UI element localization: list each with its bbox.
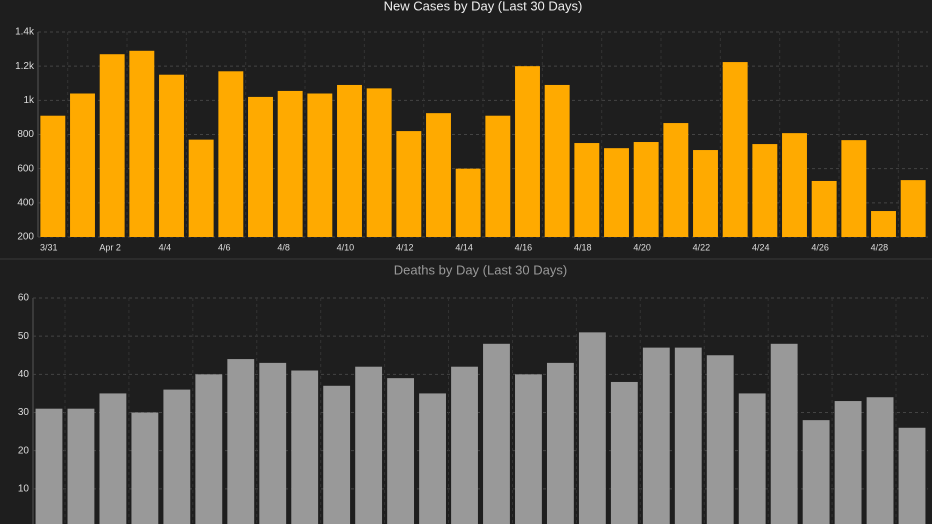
bar [752,144,778,237]
bar [578,332,606,524]
bar [515,66,540,238]
bar [642,347,670,524]
bar [99,54,125,238]
bar [871,211,896,237]
bar [387,378,415,524]
y-tick-label: 30 [18,407,30,418]
bar [307,93,333,237]
bar [722,62,748,237]
x-tick-label: 4/4 [159,242,172,252]
bar [515,374,542,524]
x-tick-label: 4/24 [752,242,770,252]
bar [277,90,303,237]
bar [802,420,830,524]
x-tick-label: 4/8 [277,242,290,252]
x-tick-label: 4/16 [515,242,533,252]
bar [451,366,478,524]
bar [323,385,351,524]
bar [35,408,63,524]
bar [163,389,191,524]
bar [227,359,255,524]
y-tick-label: 400 [17,197,34,208]
x-tick-label: 3/31 [40,242,58,252]
bar [782,133,807,237]
bar [159,74,184,237]
bar [129,50,155,237]
bar [70,93,95,237]
x-tick-label: Apr 2 [99,242,121,252]
y-tick-label: 1.4k [15,27,35,38]
y-tick-label: 1.2k [15,61,35,72]
bar [259,362,287,524]
bar [419,393,446,524]
bar [291,370,319,524]
bar [811,180,837,237]
bar [663,123,689,237]
bar [738,393,766,524]
bar [834,401,862,524]
bar [574,143,600,237]
bar [99,393,127,524]
bar [131,412,159,524]
x-tick-label: 4/12 [396,242,414,252]
y-tick-label: 600 [17,163,34,174]
y-tick-label: 10 [18,483,30,494]
bar [866,397,894,524]
bar [544,84,570,237]
x-tick-label: 4/10 [337,242,355,252]
y-tick-label: 40 [18,369,30,380]
bar [483,343,510,524]
chart-title: New Cases by Day (Last 30 Days) [384,0,583,13]
bar [396,131,422,237]
bar [674,347,702,524]
x-tick-label: 4/22 [693,242,711,252]
x-tick-label: 4/26 [811,242,829,252]
bar [610,381,638,524]
x-tick-label: 4/28 [871,242,889,252]
bar [900,180,926,237]
bar [455,168,481,237]
bar [195,374,223,524]
bar [706,355,734,524]
bar [633,142,659,237]
bar [366,88,392,237]
x-tick-label: 4/14 [455,242,473,252]
bar [546,362,574,524]
bar [898,427,926,524]
bar [188,139,214,237]
bar [485,115,511,237]
bar [40,115,66,237]
y-tick-label: 800 [17,129,34,140]
x-tick-label: 4/6 [218,242,231,252]
y-tick-label: 60 [18,293,30,304]
bar [248,96,273,238]
bar [693,150,718,237]
y-tick-label: 20 [18,445,30,456]
y-tick-label: 1k [23,95,35,106]
y-tick-label: 200 [17,232,34,243]
bar [426,113,451,237]
bar [355,366,383,524]
x-tick-label: 4/18 [574,242,592,252]
bar [218,71,244,238]
bar [770,343,798,524]
bar [841,140,867,237]
x-tick-label: 4/20 [633,242,651,252]
bar [67,408,95,524]
chart-title: Deaths by Day (Last 30 Days) [394,262,567,277]
bar [604,148,629,237]
y-tick-label: 50 [18,331,30,342]
bar [337,84,362,237]
